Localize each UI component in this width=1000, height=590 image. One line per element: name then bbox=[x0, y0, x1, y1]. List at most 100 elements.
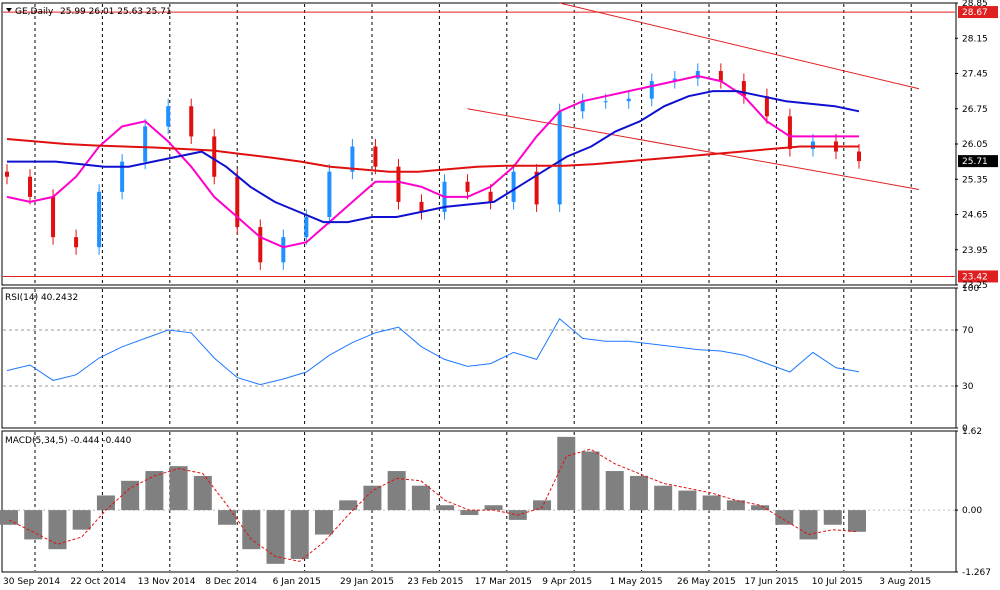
candle-body bbox=[350, 146, 355, 172]
candle-body bbox=[810, 141, 815, 150]
x-axis: 30 Sep 2014 22 Oct 2014 13 Nov 2014 8 Dec 2… bbox=[3, 577, 931, 587]
macd-bar bbox=[823, 510, 842, 525]
x-tick-label: 6 Jan 2015 bbox=[273, 577, 321, 587]
macd-bar bbox=[533, 500, 552, 511]
ohlc-values: 25.99 26.01 25.63 25.71 bbox=[60, 7, 172, 17]
macd-bar bbox=[72, 510, 91, 530]
price-header: GE,Daily 25.99 26.01 25.63 25.71 bbox=[6, 7, 172, 17]
rsi-tick-label: 100 bbox=[962, 284, 979, 294]
macd-bar bbox=[799, 510, 818, 540]
x-tick-label: 17 Mar 2015 bbox=[475, 577, 532, 587]
x-tick-label: 9 Apr 2015 bbox=[542, 577, 592, 587]
macd-bar bbox=[339, 500, 358, 511]
candle-body bbox=[212, 136, 217, 177]
price-tick-label: 26.75 bbox=[962, 105, 988, 115]
candle-body bbox=[189, 106, 194, 137]
macd-bar bbox=[726, 500, 745, 511]
candle-body bbox=[166, 106, 171, 127]
macd-signal-line bbox=[8, 448, 858, 562]
macd-bar bbox=[48, 510, 67, 550]
macd-bar bbox=[24, 510, 43, 540]
x-tick-label: 17 Jun 2015 bbox=[744, 577, 798, 587]
macd-bar bbox=[363, 485, 382, 511]
price-tick-label: 28.85 bbox=[962, 0, 988, 9]
candle-body bbox=[235, 176, 240, 228]
current-price-badge bbox=[958, 155, 998, 168]
macd-bar bbox=[145, 471, 164, 511]
candle-body bbox=[281, 237, 286, 263]
candle-body bbox=[51, 196, 56, 238]
channel-line bbox=[467, 108, 920, 190]
candle-body bbox=[419, 201, 424, 212]
price-tick-label: 28.15 bbox=[962, 34, 988, 44]
candle-body bbox=[557, 111, 562, 205]
candle-body bbox=[304, 217, 309, 238]
candle-body bbox=[74, 237, 79, 248]
x-tick-label: 3 Aug 2015 bbox=[879, 577, 931, 587]
candle-body bbox=[5, 171, 9, 177]
macd-bar bbox=[484, 505, 503, 511]
candle-body bbox=[465, 181, 470, 192]
macd-bar bbox=[848, 510, 866, 532]
x-tick-label: 23 Feb 2015 bbox=[407, 577, 463, 587]
candle-body bbox=[857, 151, 861, 162]
price-level-badge bbox=[958, 6, 998, 19]
macd-bar bbox=[266, 510, 285, 564]
price-tick-label: 24.65 bbox=[962, 211, 988, 221]
x-tick-label: 30 Sep 2014 bbox=[3, 577, 60, 587]
rsi-panel: 100 70 30 0 RSI(14) 40.2432 bbox=[1, 284, 979, 434]
symbol-label: GE,Daily bbox=[15, 7, 54, 17]
macd-bar bbox=[702, 495, 721, 511]
macd-bar bbox=[581, 451, 600, 511]
candle-body bbox=[97, 191, 102, 248]
candle-body bbox=[649, 81, 654, 99]
macd-bar bbox=[314, 510, 333, 535]
macd-bar bbox=[193, 475, 212, 511]
price-panel: 28.67 23.42 25.71 28.85 28.15 27.45 26.75 26.05… bbox=[1, 0, 998, 291]
candle-body bbox=[741, 81, 746, 97]
macd-bar bbox=[169, 466, 188, 511]
current-price-label: 25.71 bbox=[962, 157, 988, 167]
macd-bar bbox=[751, 505, 770, 511]
price-tick-label: 23.25 bbox=[962, 281, 988, 291]
candle-body bbox=[488, 191, 493, 202]
macd-bar bbox=[218, 510, 237, 525]
macd-bar bbox=[436, 505, 455, 511]
moving-average-line bbox=[7, 90, 860, 224]
rsi-line bbox=[6, 318, 860, 386]
x-tick-label: 13 Nov 2014 bbox=[138, 577, 196, 587]
x-tick-label: 26 May 2015 bbox=[677, 577, 736, 587]
macd-bar bbox=[460, 510, 479, 516]
x-tick-label: 22 Oct 2014 bbox=[70, 577, 126, 587]
candle-body bbox=[764, 96, 769, 117]
candle-body bbox=[327, 171, 332, 218]
candle-body bbox=[787, 116, 792, 150]
price-tick-label: 23.95 bbox=[962, 246, 988, 256]
rsi-tick-label: 70 bbox=[962, 326, 974, 336]
candle-body bbox=[695, 70, 700, 79]
moving-average-line bbox=[6, 74, 859, 249]
macd-panel: 1.62 0.00 -1.267 MACD(5,34,5) -0.444 -0.44… bbox=[0, 427, 991, 578]
candle-body bbox=[603, 101, 608, 103]
macd-bar bbox=[557, 436, 576, 511]
candle-body bbox=[626, 98, 631, 102]
candle-body bbox=[511, 171, 516, 202]
x-tick-label: 1 May 2015 bbox=[610, 577, 663, 587]
channel-line bbox=[559, 2, 920, 90]
price-tick-label: 26.05 bbox=[962, 140, 988, 150]
macd-label: MACD(5,34,5) -0.444 -0.440 bbox=[5, 436, 132, 446]
candle-body bbox=[258, 227, 263, 263]
price-tick-label: 27.45 bbox=[962, 70, 988, 80]
x-tick-label: 8 Dec 2014 bbox=[205, 577, 257, 587]
macd-bar bbox=[411, 485, 430, 511]
collapse-triangle-icon[interactable] bbox=[6, 8, 12, 12]
candle-body bbox=[718, 70, 723, 82]
candle-body bbox=[373, 146, 378, 167]
macd-bar bbox=[121, 480, 140, 511]
macd-tick-label: -1.267 bbox=[962, 568, 991, 578]
macd-bar bbox=[629, 475, 648, 511]
x-tick-label: 10 Jul 2015 bbox=[812, 577, 863, 587]
macd-bar bbox=[242, 510, 261, 550]
rsi-label: RSI(14) 40.2432 bbox=[5, 293, 78, 303]
